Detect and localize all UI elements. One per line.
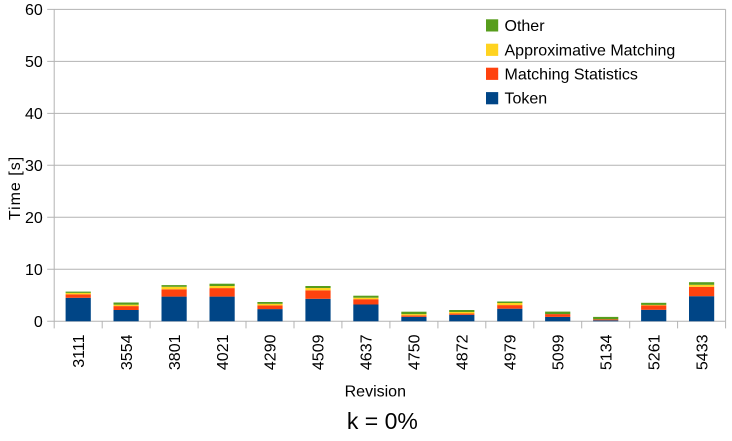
- svg-text:Time [s]: Time [s]: [7, 156, 24, 220]
- svg-text:Matching Statistics: Matching Statistics: [505, 66, 638, 83]
- svg-text:0: 0: [34, 314, 43, 331]
- svg-text:Token: Token: [505, 91, 548, 108]
- svg-text:4872: 4872: [455, 334, 472, 370]
- svg-text:50: 50: [25, 54, 43, 71]
- svg-text:3801: 3801: [167, 334, 184, 370]
- svg-text:k = 0%: k = 0%: [347, 408, 418, 434]
- svg-text:3111: 3111: [71, 334, 88, 367]
- svg-text:Approximative Matching: Approximative Matching: [505, 42, 676, 59]
- svg-text:4750: 4750: [407, 334, 424, 370]
- svg-text:4509: 4509: [311, 334, 328, 370]
- svg-text:4021: 4021: [215, 334, 232, 370]
- svg-text:5134: 5134: [598, 334, 615, 370]
- svg-text:Revision: Revision: [345, 384, 406, 401]
- svg-text:3554: 3554: [119, 334, 136, 370]
- svg-text:10: 10: [25, 262, 43, 279]
- svg-text:60: 60: [25, 2, 43, 19]
- svg-text:30: 30: [25, 158, 43, 175]
- svg-text:4979: 4979: [503, 334, 520, 370]
- svg-text:4637: 4637: [359, 334, 376, 370]
- svg-text:20: 20: [25, 210, 43, 227]
- svg-text:5433: 5433: [694, 334, 711, 370]
- svg-text:40: 40: [25, 106, 43, 123]
- svg-text:5261: 5261: [646, 334, 663, 370]
- svg-text:5099: 5099: [551, 334, 568, 370]
- svg-text:4290: 4290: [263, 334, 280, 370]
- svg-text:Other: Other: [505, 18, 546, 35]
